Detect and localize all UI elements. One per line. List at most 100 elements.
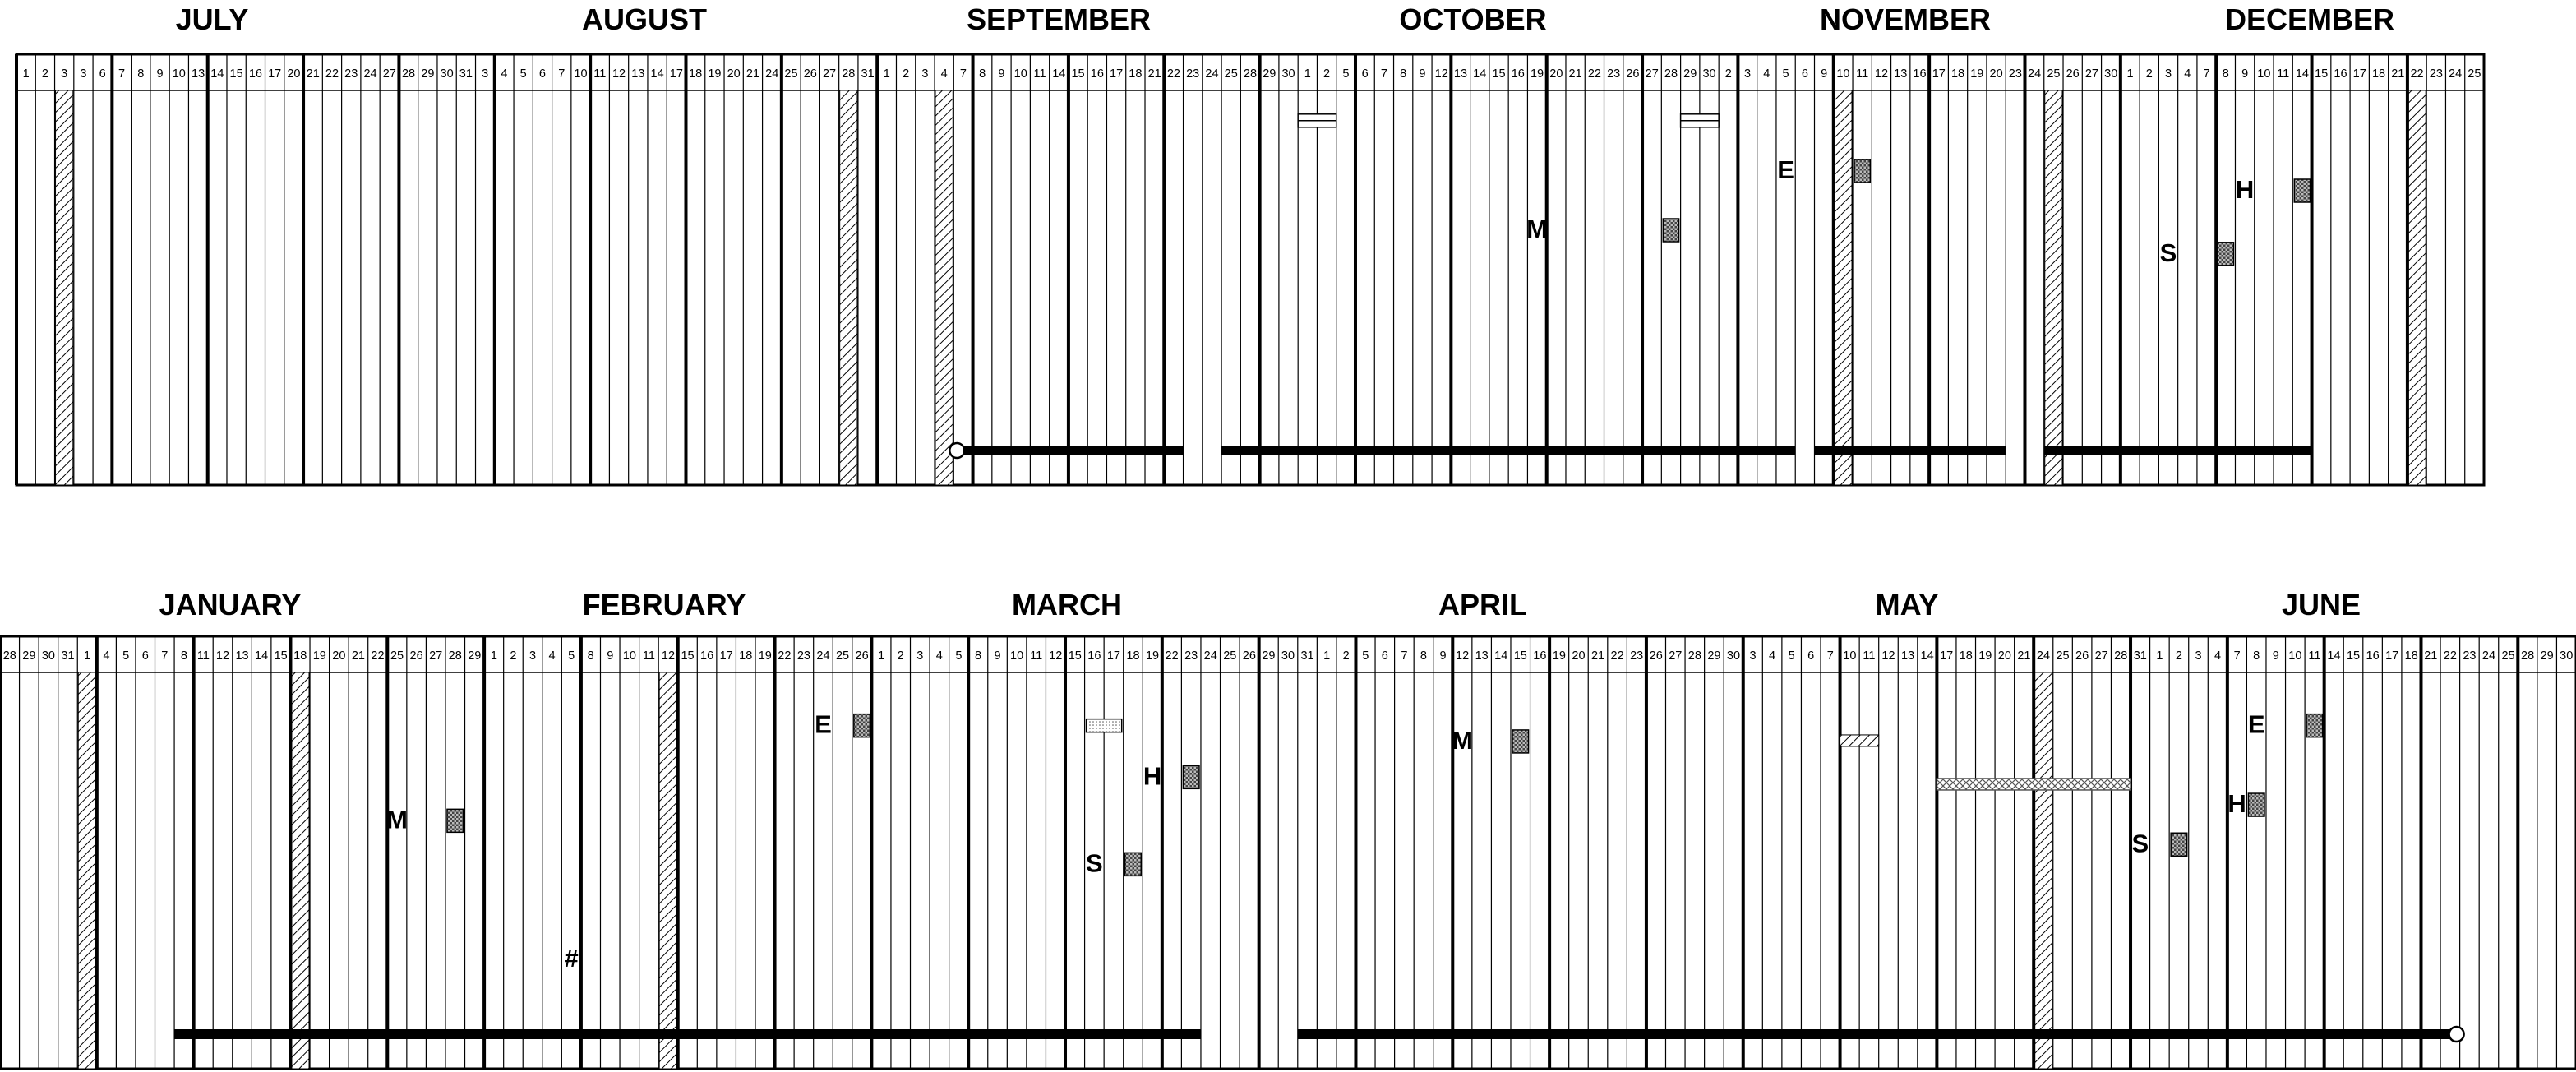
day-number: 15 bbox=[2347, 649, 2360, 663]
day-number: 28 bbox=[2521, 649, 2534, 663]
event-box bbox=[1124, 852, 1143, 877]
day-number: 19 bbox=[1146, 649, 1159, 663]
day-number: 14 bbox=[1473, 67, 1486, 81]
day-number: 13 bbox=[192, 67, 205, 81]
day-number: 2 bbox=[1343, 649, 1350, 663]
day-number: 25 bbox=[2501, 649, 2514, 663]
day-number: 17 bbox=[1110, 67, 1123, 81]
event-letter: H bbox=[2227, 789, 2246, 818]
day-number: 20 bbox=[1549, 67, 1563, 81]
day-number: 24 bbox=[363, 67, 376, 81]
day-number: 22 bbox=[2444, 649, 2457, 663]
day-number: 6 bbox=[99, 67, 106, 81]
month-title: MAY bbox=[1876, 588, 1939, 621]
day-number: 31 bbox=[861, 67, 875, 81]
event-box bbox=[2217, 242, 2235, 266]
day-number: 3 bbox=[529, 649, 536, 663]
day-number: 11 bbox=[1856, 67, 1868, 81]
day-number: 26 bbox=[1243, 649, 1256, 663]
event-letter: M bbox=[386, 805, 408, 834]
day-number: 16 bbox=[2366, 649, 2380, 663]
day-number: 12 bbox=[662, 649, 675, 663]
day-number: 4 bbox=[1769, 649, 1775, 663]
day-number: 18 bbox=[689, 67, 702, 81]
day-number: 16 bbox=[700, 649, 713, 663]
day-number: 30 bbox=[1727, 649, 1740, 663]
day-number: 12 bbox=[1456, 649, 1469, 663]
event-box bbox=[1854, 159, 1872, 183]
day-number: 29 bbox=[22, 649, 35, 663]
day-number: 26 bbox=[1626, 67, 1639, 81]
event-letter: S bbox=[1086, 848, 1103, 877]
day-number: 3 bbox=[2195, 649, 2201, 663]
day-number: 4 bbox=[936, 649, 943, 663]
day-number: 5 bbox=[122, 649, 129, 663]
day-number: 31 bbox=[1300, 649, 1313, 663]
day-number: 23 bbox=[2430, 67, 2443, 81]
day-number: 23 bbox=[344, 67, 358, 81]
day-number: 18 bbox=[293, 649, 307, 663]
day-number: 22 bbox=[1611, 649, 1624, 663]
holiday-column bbox=[2034, 672, 2053, 1070]
month-title: JUNE bbox=[2282, 588, 2361, 621]
day-number: 15 bbox=[681, 649, 694, 663]
calendar-grid-frame bbox=[0, 635, 2576, 1070]
day-number: 24 bbox=[2449, 67, 2462, 81]
day-number: 28 bbox=[1664, 67, 1678, 81]
day-number: 18 bbox=[2405, 649, 2418, 663]
event-box bbox=[1182, 765, 1200, 790]
day-number: 18 bbox=[1126, 649, 1139, 663]
day-number: 28 bbox=[3, 649, 16, 663]
day-number: 22 bbox=[778, 649, 791, 663]
day-number: 10 bbox=[623, 649, 636, 663]
day-number: 2 bbox=[510, 649, 516, 663]
day-number: 21 bbox=[2017, 649, 2030, 663]
day-number: 19 bbox=[1530, 67, 1544, 81]
day-number: 31 bbox=[61, 649, 74, 663]
day-number: 3 bbox=[1744, 67, 1751, 81]
day-number: 10 bbox=[2257, 67, 2270, 81]
day-number: 30 bbox=[1281, 649, 1295, 663]
day-number: 2 bbox=[42, 67, 48, 81]
day-number: 15 bbox=[2315, 67, 2328, 81]
day-number: 20 bbox=[1998, 649, 2011, 663]
day-number: 20 bbox=[287, 67, 300, 81]
day-number: 19 bbox=[708, 67, 721, 81]
holiday-column bbox=[839, 90, 858, 486]
day-number: 29 bbox=[2541, 649, 2554, 663]
day-number: 13 bbox=[1894, 67, 1907, 81]
day-number: 7 bbox=[1827, 649, 1834, 663]
day-number: 25 bbox=[2056, 649, 2069, 663]
day-number: 14 bbox=[1052, 67, 1065, 81]
day-number: 30 bbox=[441, 67, 454, 81]
day-number: 5 bbox=[1342, 67, 1349, 81]
day-number: 24 bbox=[2037, 649, 2050, 663]
month-title: FEBRUARY bbox=[583, 588, 746, 621]
day-number: 19 bbox=[1553, 649, 1566, 663]
day-number: 8 bbox=[2253, 649, 2260, 663]
day-number: 30 bbox=[1281, 67, 1295, 81]
day-number: 12 bbox=[612, 67, 626, 81]
day-number: 13 bbox=[1454, 67, 1467, 81]
month-title: MARCH bbox=[1012, 588, 1122, 621]
day-number: 26 bbox=[1650, 649, 1663, 663]
day-number: 3 bbox=[80, 67, 86, 81]
day-number: 30 bbox=[2560, 649, 2573, 663]
event-box bbox=[1512, 729, 1530, 754]
event-box bbox=[2306, 713, 2324, 738]
day-number: 25 bbox=[2468, 67, 2481, 81]
event-box bbox=[2170, 832, 2188, 857]
event-box bbox=[446, 808, 464, 834]
day-number: 27 bbox=[823, 67, 836, 81]
day-number: 14 bbox=[2296, 67, 2309, 81]
day-number: 17 bbox=[268, 67, 281, 81]
day-number: 8 bbox=[181, 649, 187, 663]
day-number: 3 bbox=[61, 67, 67, 81]
event-stripe bbox=[1085, 718, 1123, 733]
day-number: 22 bbox=[1167, 67, 1180, 81]
day-number: 21 bbox=[2424, 649, 2437, 663]
day-number: 9 bbox=[995, 649, 1001, 663]
holiday-column bbox=[658, 672, 678, 1070]
day-number: 31 bbox=[2134, 649, 2147, 663]
